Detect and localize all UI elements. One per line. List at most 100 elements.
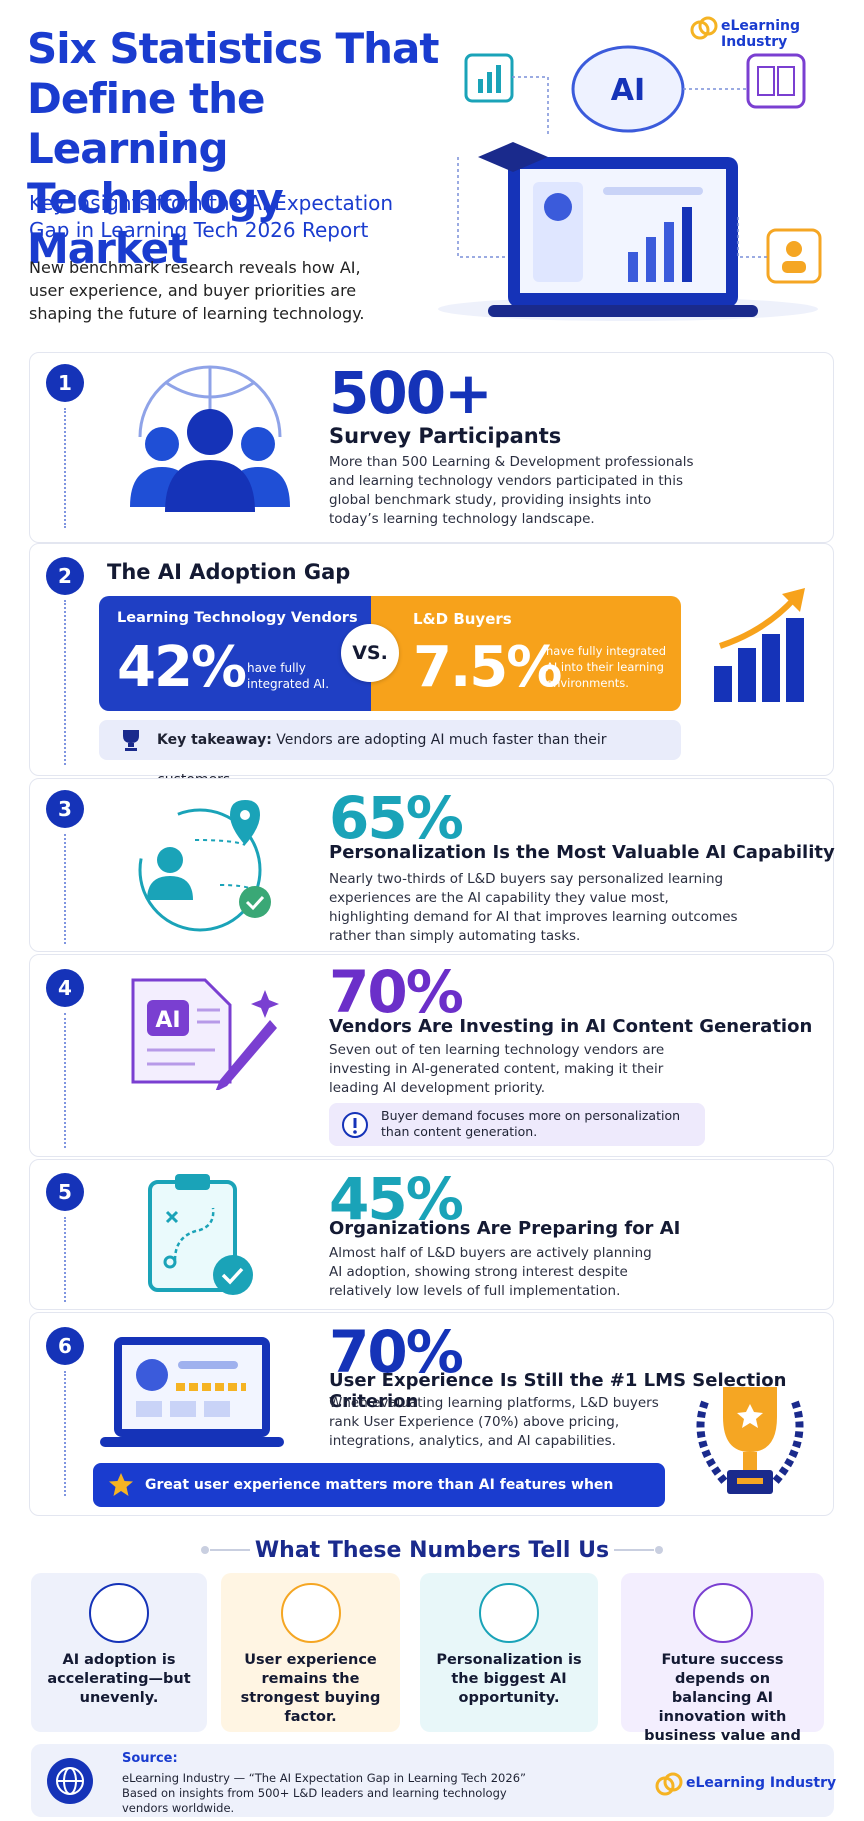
logo: eLearning Industry xyxy=(686,1775,837,1791)
growth-icon xyxy=(714,588,805,702)
decoration xyxy=(187,409,233,455)
subtitle: Key Insights from the AI Expectation Gap… xyxy=(29,191,394,242)
trophy-icon xyxy=(123,730,139,751)
decoration xyxy=(136,1359,168,1391)
decoration xyxy=(138,808,262,932)
decoration xyxy=(478,79,483,93)
banner: Great user experience matters more than … xyxy=(93,1463,665,1537)
decoration xyxy=(170,1401,196,1417)
title: Six Statistics That Define the Learning … xyxy=(27,24,439,273)
stat-figure: 65% xyxy=(329,784,464,852)
personalization-icon xyxy=(138,800,271,932)
source-box xyxy=(31,1744,834,1817)
decoration xyxy=(100,1437,284,1447)
decoration xyxy=(221,1267,244,1285)
connector xyxy=(64,1013,66,1148)
stat-number: 3 xyxy=(46,790,84,828)
logo-icon xyxy=(655,1772,683,1796)
decoration xyxy=(173,1207,215,1261)
decoration xyxy=(157,847,183,873)
star-icon xyxy=(109,1473,133,1496)
stat-number: 5 xyxy=(46,1173,84,1211)
illustration-label: AI xyxy=(611,73,645,108)
buyers-note: have fully integrated AI into their lear… xyxy=(546,644,667,690)
stat-figure: 70% xyxy=(329,958,464,1026)
source-label: Source: xyxy=(122,1751,178,1766)
summary-title: What These Numbers Tell Us xyxy=(254,1538,610,1563)
summary-text: User experience remains the strongest bu… xyxy=(240,1652,381,1725)
decoration xyxy=(165,460,255,512)
decoration xyxy=(136,1401,162,1417)
stat-heading: Survey Participants xyxy=(329,424,562,448)
decoration xyxy=(123,730,139,751)
stat-heading: Vendors Are Investing in AI Content Gene… xyxy=(329,1016,813,1037)
icon-label: AI xyxy=(155,1008,180,1033)
vendors-figure: 42% xyxy=(117,635,247,700)
connector xyxy=(64,1371,66,1496)
takeaway: Key takeaway: Vendors are adopting AI mu… xyxy=(99,720,681,788)
ux-icon xyxy=(100,1337,284,1447)
vs-badge: VS. xyxy=(341,624,399,682)
decoration xyxy=(204,1401,230,1417)
decoration xyxy=(163,1255,177,1269)
decoration xyxy=(353,1130,357,1134)
logo-icon xyxy=(690,16,718,40)
decoration xyxy=(478,142,548,172)
buyers-box: L&D Buyers 7.5% have fully integrated AI… xyxy=(371,596,681,711)
decoration xyxy=(496,65,501,93)
vendors-note: have fully integrated AI. xyxy=(247,661,330,691)
vendors-box: Learning Technology Vendors 42% have ful… xyxy=(99,596,371,711)
decoration xyxy=(147,1000,189,1036)
decoration xyxy=(743,1452,757,1470)
decoration xyxy=(786,241,802,257)
decoration xyxy=(603,187,703,195)
stat-number: 2 xyxy=(46,557,84,595)
stat-figure: 500+ xyxy=(329,359,493,427)
decoration xyxy=(230,800,260,845)
decoration xyxy=(165,1210,179,1224)
decoration xyxy=(544,193,572,221)
summary-text: AI adoption is accelerating—but unevenly… xyxy=(47,1652,191,1706)
decoration xyxy=(696,1400,804,1485)
stat-heading: Organizations Are Preparing for AI xyxy=(329,1218,681,1239)
decoration xyxy=(663,1772,683,1792)
decoration xyxy=(457,76,768,258)
globe-icon xyxy=(47,1758,93,1804)
source-line: Based on insights from 500+ L&D leaders … xyxy=(122,1786,507,1815)
buyers-figure: 7.5% xyxy=(413,635,562,700)
stat-body: Almost half of L&D buyers are actively p… xyxy=(329,1245,652,1299)
summary-text: Personalization is the biggest AI opport… xyxy=(436,1652,582,1706)
decoration xyxy=(145,427,179,461)
intro: New benchmark research reveals how AI, u… xyxy=(29,258,365,323)
decoration xyxy=(215,1020,277,1090)
stat-body: When evaluating learning platforms, L&D … xyxy=(329,1395,659,1449)
decoration xyxy=(719,595,798,649)
stat-number: 4 xyxy=(46,969,84,1007)
content-icon: AI xyxy=(131,978,279,1090)
decoration xyxy=(239,886,271,918)
summary-item: User experience remains the strongest bu… xyxy=(221,1573,400,1732)
decoration xyxy=(240,810,250,820)
logo: eLearning Industry xyxy=(721,18,801,50)
summary-icon xyxy=(280,1583,341,1643)
info-icon xyxy=(342,1112,368,1138)
decoration xyxy=(782,261,806,273)
stat-body: Seven out of ten learning technology ven… xyxy=(329,1042,665,1096)
stat-figure: 45% xyxy=(329,1165,464,1233)
stat-body: More than 500 Learning & Development pro… xyxy=(329,454,694,527)
decoration xyxy=(682,207,692,282)
decoration xyxy=(175,1174,210,1190)
decoration xyxy=(245,895,265,911)
decoration xyxy=(714,666,732,702)
decoration xyxy=(737,1478,763,1484)
decoration xyxy=(757,66,795,96)
summary-icon xyxy=(89,1583,149,1643)
decoration xyxy=(147,1008,220,1066)
note: Buyer demand focuses more on personaliza… xyxy=(329,1103,705,1146)
stat-number: 6 xyxy=(46,1327,84,1365)
stat-number: 1 xyxy=(46,364,84,402)
stat-body: Nearly two-thirds of L&D buyers say pers… xyxy=(329,871,738,944)
decoration xyxy=(201,1546,209,1554)
decoration xyxy=(251,990,279,1018)
